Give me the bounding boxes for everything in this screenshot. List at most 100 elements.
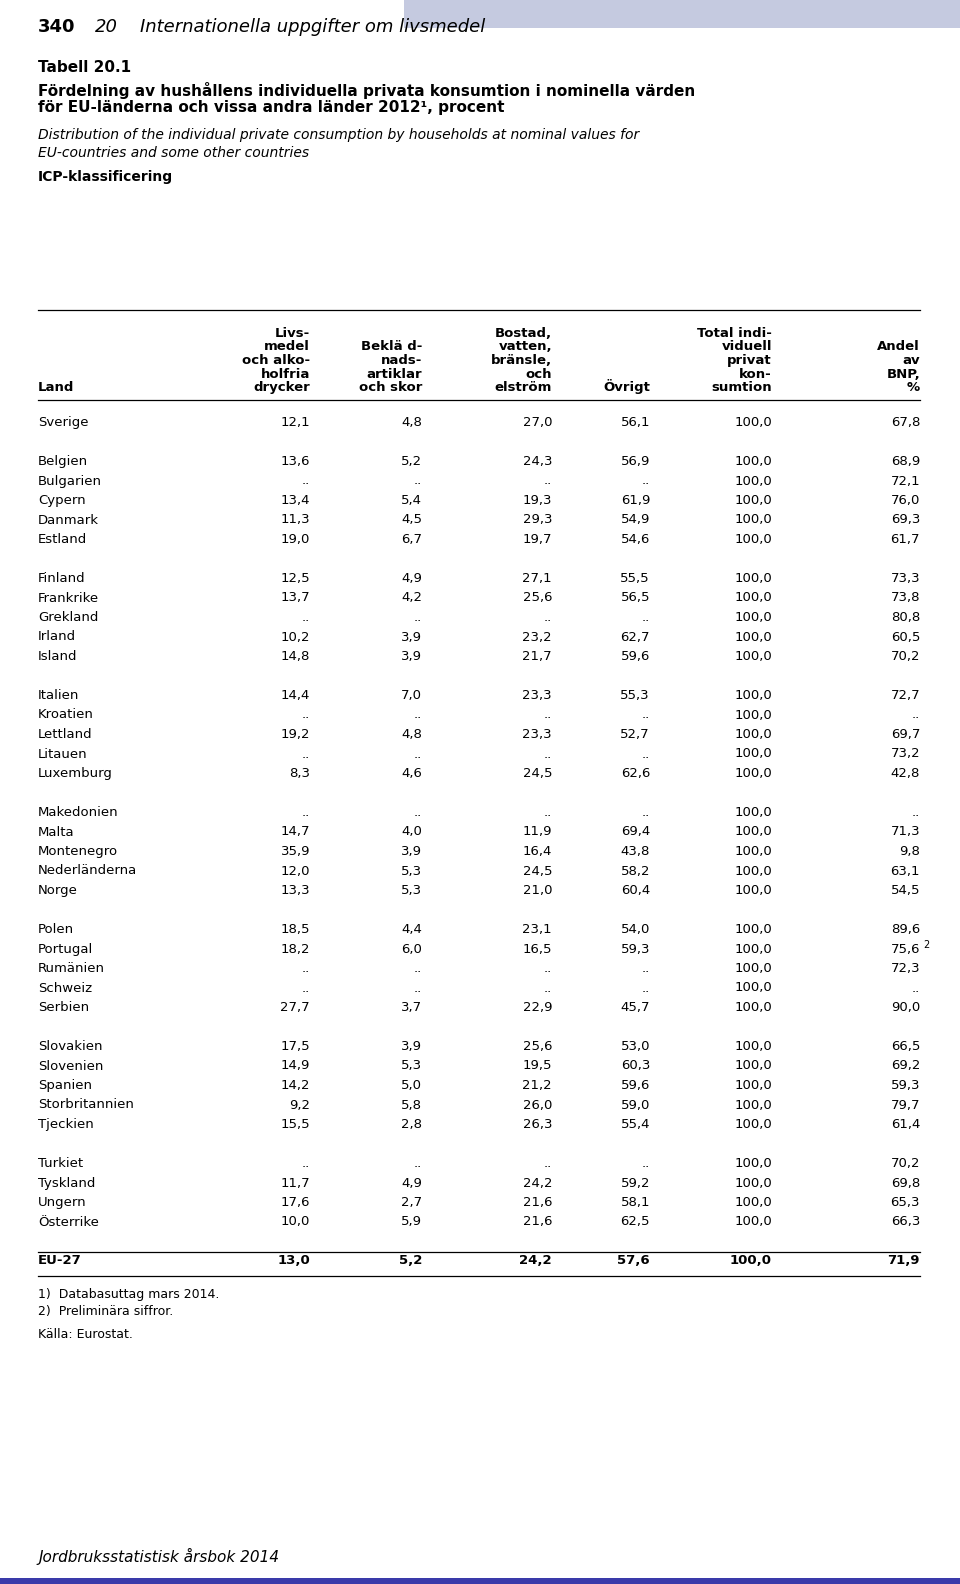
Text: 6,0: 6,0 [401,942,422,955]
Text: 9,8: 9,8 [900,844,920,859]
Text: BNP,: BNP, [886,367,920,380]
Text: 90,0: 90,0 [891,1001,920,1014]
Text: 24,5: 24,5 [522,767,552,779]
Text: ..: .. [543,475,552,488]
Text: Tyskland: Tyskland [38,1177,95,1190]
Text: för EU-länderna och vissa andra länder 2012¹, procent: för EU-länderna och vissa andra länder 2… [38,100,505,116]
Text: 80,8: 80,8 [891,611,920,624]
Text: 60,3: 60,3 [620,1060,650,1072]
Text: EU-countries and some other countries: EU-countries and some other countries [38,146,309,160]
Text: medel: medel [264,341,310,353]
Text: 2,8: 2,8 [401,1118,422,1131]
Text: ..: .. [543,806,552,819]
Text: 100,0: 100,0 [734,767,772,779]
Text: 71,3: 71,3 [890,825,920,838]
Text: viduell: viduell [722,341,772,353]
Text: 57,6: 57,6 [617,1255,650,1267]
Text: Storbritannien: Storbritannien [38,1098,133,1112]
Text: 27,1: 27,1 [522,572,552,584]
Text: 100,0: 100,0 [734,825,772,838]
Text: 5,9: 5,9 [401,1215,422,1229]
Text: ..: .. [543,982,552,995]
Text: 100,0: 100,0 [734,1118,772,1131]
Text: Bulgarien: Bulgarien [38,475,102,488]
Text: sumtion: sumtion [711,382,772,394]
Text: 56,5: 56,5 [620,591,650,605]
Text: 23,3: 23,3 [522,689,552,702]
Text: ..: .. [414,982,422,995]
Text: Litauen: Litauen [38,748,87,760]
Text: 59,3: 59,3 [620,942,650,955]
Text: 14,9: 14,9 [280,1060,310,1072]
Text: 60,4: 60,4 [621,884,650,897]
Text: 66,5: 66,5 [891,1041,920,1053]
Text: 61,9: 61,9 [620,494,650,507]
Text: 4,2: 4,2 [401,591,422,605]
Text: holfria: holfria [260,367,310,380]
Text: ..: .. [414,1156,422,1171]
Text: 100,0: 100,0 [734,806,772,819]
Text: Total indi-: Total indi- [697,326,772,341]
Text: ..: .. [414,806,422,819]
Text: 72,1: 72,1 [890,475,920,488]
Text: 16,5: 16,5 [522,942,552,955]
Text: 62,6: 62,6 [620,767,650,779]
Text: 3,9: 3,9 [401,649,422,664]
Text: 72,7: 72,7 [890,689,920,702]
Text: 58,1: 58,1 [620,1196,650,1209]
Text: Italien: Italien [38,689,80,702]
Text: 21,7: 21,7 [522,649,552,664]
Text: 55,3: 55,3 [620,689,650,702]
Text: ..: .. [641,708,650,721]
Text: 17,6: 17,6 [280,1196,310,1209]
Text: 9,2: 9,2 [289,1098,310,1112]
Text: 42,8: 42,8 [891,767,920,779]
Text: 4,9: 4,9 [401,572,422,584]
Text: 100,0: 100,0 [734,513,772,526]
Text: 3,9: 3,9 [401,844,422,859]
Text: Slovenien: Slovenien [38,1060,104,1072]
Text: Belgien: Belgien [38,455,88,467]
Text: 13,4: 13,4 [280,494,310,507]
Text: 75,6: 75,6 [891,942,920,955]
Text: 13,3: 13,3 [280,884,310,897]
Text: 65,3: 65,3 [891,1196,920,1209]
Text: 5,2: 5,2 [398,1255,422,1267]
Text: 69,3: 69,3 [891,513,920,526]
Text: Danmark: Danmark [38,513,99,526]
Text: 61,7: 61,7 [891,532,920,546]
Text: 27,0: 27,0 [522,417,552,429]
Text: 62,5: 62,5 [620,1215,650,1229]
Text: 73,2: 73,2 [890,748,920,760]
Text: 100,0: 100,0 [734,649,772,664]
Text: 100,0: 100,0 [734,884,772,897]
Text: Övrigt: Övrigt [603,379,650,394]
Text: 100,0: 100,0 [734,1060,772,1072]
Text: ..: .. [301,806,310,819]
Text: Spanien: Spanien [38,1079,92,1091]
Text: 45,7: 45,7 [620,1001,650,1014]
Text: 100,0: 100,0 [734,494,772,507]
Text: ..: .. [912,982,920,995]
Text: ..: .. [543,748,552,760]
Text: 11,3: 11,3 [280,513,310,526]
Text: 55,4: 55,4 [620,1118,650,1131]
Bar [404,0,960,29]
Text: 14,2: 14,2 [280,1079,310,1091]
Text: ..: .. [912,708,920,721]
Text: ..: .. [414,611,422,624]
Text: ..: .. [641,961,650,976]
Text: 100,0: 100,0 [734,1079,772,1091]
Text: ..: .. [301,475,310,488]
Text: 21,6: 21,6 [522,1196,552,1209]
Text: 68,9: 68,9 [891,455,920,467]
Text: 5,3: 5,3 [401,884,422,897]
Text: av: av [902,353,920,367]
Text: 5,2: 5,2 [401,455,422,467]
Text: 22,9: 22,9 [522,1001,552,1014]
Text: 69,4: 69,4 [621,825,650,838]
Text: EU-27: EU-27 [38,1255,82,1267]
Text: Fördelning av hushållens individuella privata konsumtion i nominella värden: Fördelning av hushållens individuella pr… [38,82,695,98]
Text: 56,9: 56,9 [620,455,650,467]
Text: %: % [907,382,920,394]
